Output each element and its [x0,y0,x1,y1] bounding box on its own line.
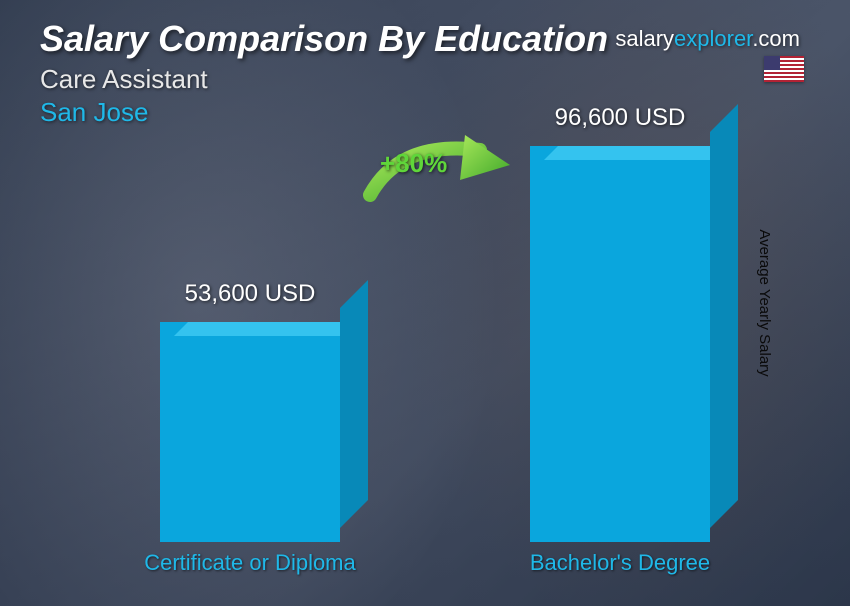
bar-label-bachelor: Bachelor's Degree [490,550,750,576]
percent-change-label: +80% [380,148,447,179]
chart-subtitle: Care Assistant [40,64,810,95]
bar-front-face [160,322,340,542]
bar-side-face [710,104,738,528]
brand-suffix: .com [752,26,800,51]
flag-icon [764,56,804,82]
bar-group-certificate: 53,600 USD Certificate or Diploma [120,322,380,576]
bar-top-face [174,322,368,336]
bar-label-certificate: Certificate or Diploma [120,550,380,576]
bar-side-face [340,280,368,528]
bar-front-face [530,146,710,542]
bar-value-bachelor: 96,600 USD [490,104,750,132]
brand-accent: explorer [674,26,752,51]
bar-bachelor [530,146,710,542]
brand-prefix: salary [615,26,674,51]
bar-certificate [160,322,340,542]
brand-logo: salaryexplorer.com [615,26,800,52]
bar-top-face [544,146,738,160]
bar-value-certificate: 53,600 USD [120,280,380,308]
